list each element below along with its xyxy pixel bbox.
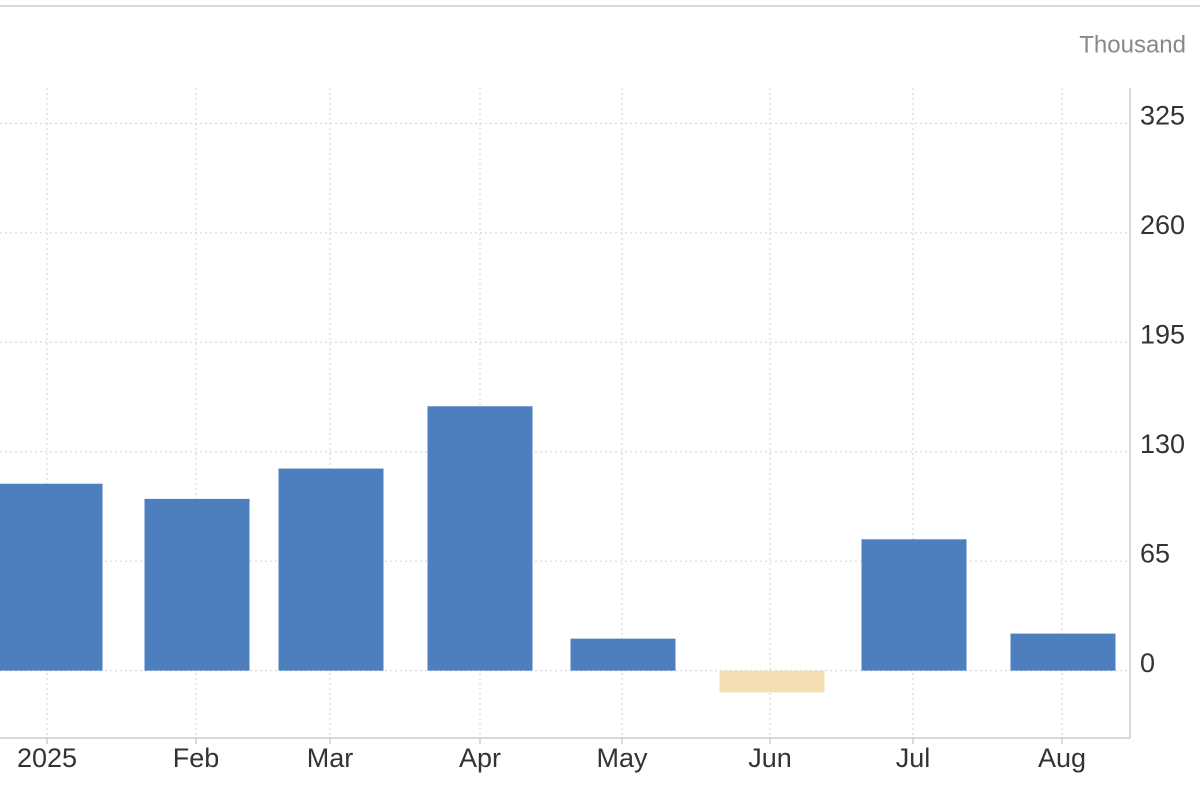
y-tick-label: 65: [1140, 538, 1170, 568]
bar: [570, 638, 676, 671]
x-tick-label: May: [596, 743, 648, 773]
bar: [278, 468, 384, 671]
y-tick-label: 325: [1140, 100, 1185, 130]
x-tick-label: 2025: [17, 743, 77, 773]
y-tick-label: 195: [1140, 319, 1185, 349]
x-tick-label: Mar: [307, 743, 354, 773]
x-tick-label: Jul: [896, 743, 931, 773]
x-tick-label: Feb: [173, 743, 220, 773]
bar: [1010, 633, 1116, 671]
unit-label: Thousand: [1079, 31, 1186, 58]
x-tick-label: Apr: [459, 743, 501, 773]
x-tick-label: Jun: [748, 743, 792, 773]
bar: [427, 406, 533, 671]
y-tick-label: 0: [1140, 648, 1155, 678]
bar: [719, 670, 825, 693]
x-tick-label: Aug: [1038, 743, 1086, 773]
y-tick-label: 260: [1140, 210, 1185, 240]
bar: [861, 539, 967, 671]
bar: [0, 483, 103, 671]
bar: [144, 498, 250, 671]
y-tick-label: 130: [1140, 429, 1185, 459]
